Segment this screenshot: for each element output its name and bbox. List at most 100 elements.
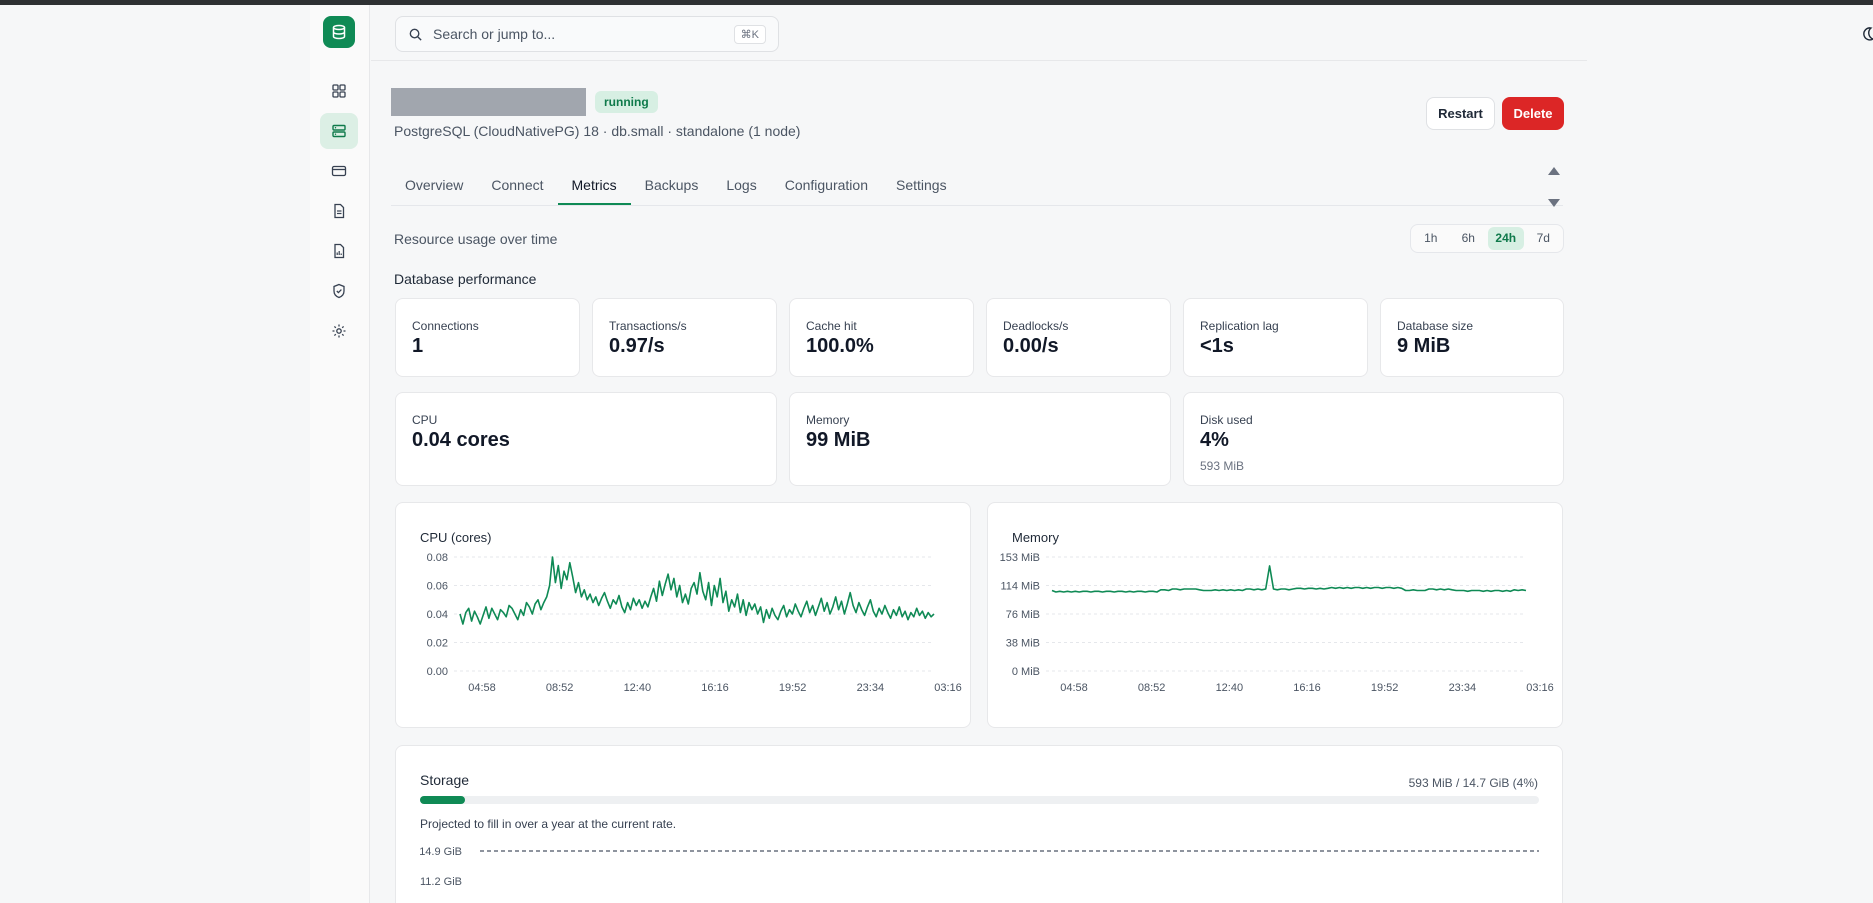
database-server-icon (332, 124, 346, 138)
y-tick-label: 14.9 GiB (419, 846, 462, 858)
storage-projection-note: Projected to fill in over a year at the … (420, 817, 677, 831)
instance-name-redacted (391, 88, 586, 116)
storage-title: Storage (420, 772, 470, 788)
x-tick-label: 16:16 (701, 682, 729, 694)
database-logo-icon[interactable] (323, 16, 355, 48)
sidebar-item-billing[interactable] (320, 153, 358, 189)
y-tick-label: 0.00 (427, 666, 448, 678)
time-range-selector: 1h 6h 24h 7d (1410, 224, 1564, 253)
stat-label: Replication lag (1200, 319, 1279, 333)
restart-button[interactable]: Restart (1426, 97, 1495, 130)
resource-label: CPU (412, 413, 438, 427)
search-input[interactable]: Search or jump to... ⌘K (395, 16, 779, 52)
stat-label: Deadlocks/s (1003, 319, 1069, 333)
tab-metrics[interactable]: Metrics (557, 168, 631, 205)
dark-mode-toggle-icon[interactable] (1862, 26, 1873, 42)
stat-card-transactions: Transactions/s 0.97/s (592, 298, 777, 377)
x-tick-label: 23:34 (1449, 682, 1477, 694)
delete-button[interactable]: Delete (1502, 97, 1564, 130)
range-24h-button[interactable]: 24h (1488, 227, 1524, 250)
database-performance-label: Database performance (394, 271, 537, 287)
search-placeholder: Search or jump to... (433, 26, 556, 42)
stat-label: Cache hit (806, 319, 857, 333)
stat-card-cache-hit: Cache hit 100.0% (789, 298, 974, 377)
resource-value: 0.04 cores (412, 429, 510, 451)
sidebar-item-documents[interactable] (320, 193, 358, 229)
dashboard-icon (332, 84, 346, 98)
range-1h-button[interactable]: 1h (1424, 231, 1438, 245)
x-tick-label: 19:52 (1371, 682, 1399, 694)
series-line (459, 556, 935, 625)
resource-card-cpu: CPU 0.04 cores (395, 392, 777, 486)
tab-backups[interactable]: Backups (644, 177, 699, 193)
sidebar-item-reports[interactable] (320, 233, 358, 269)
resource-value: 4% (1200, 429, 1229, 451)
tab-settings[interactable]: Settings (895, 177, 947, 193)
stat-label: Connections (412, 319, 479, 333)
tab-logs[interactable]: Logs (726, 177, 757, 193)
chart-title: Memory (1012, 530, 1059, 545)
y-tick-label: 76 MiB (1006, 609, 1040, 621)
report-icon (334, 243, 345, 259)
cpu-chart-card: CPU (cores) 0.08 0.06 0.04 0.02 0.00 04:58 08:… (395, 502, 971, 728)
stat-value: 0.97/s (609, 335, 665, 357)
x-tick-label: 12:40 (624, 682, 652, 694)
x-tick-label: 23:34 (857, 682, 885, 694)
resource-value: 99 MiB (806, 429, 871, 451)
sidebar-item-security[interactable] (320, 273, 358, 309)
x-tick-label: 03:16 (1526, 682, 1554, 694)
x-tick-label: 04:58 (468, 682, 496, 694)
tab-connect[interactable]: Connect (491, 177, 544, 193)
x-tick-label: 19:52 (779, 682, 807, 694)
gear-icon (332, 324, 346, 338)
stat-card-database-size: Database size 9 MiB (1380, 298, 1564, 377)
storage-card: Storage 593 MiB / 14.7 GiB (4%) Projecte… (395, 745, 1563, 903)
status-badge: running (595, 91, 658, 113)
resource-label: Memory (806, 413, 850, 427)
scroll-down-icon[interactable] (1548, 199, 1560, 207)
resource-usage-label: Resource usage over time (394, 231, 558, 247)
range-7d-button[interactable]: 7d (1536, 231, 1550, 245)
y-tick-label: 0.02 (427, 638, 448, 650)
memory-chart: 153 MiB 114 MiB 76 MiB 38 MiB 0 MiB 04:58 08:5… (1000, 552, 1554, 694)
stat-value: 0.00/s (1003, 335, 1059, 357)
series-line (1051, 565, 1527, 593)
y-tick-label: 0.04 (427, 609, 448, 621)
range-6h-button[interactable]: 6h (1461, 231, 1475, 245)
tab-bar: Overview Connect Metrics Backups Logs Co… (391, 168, 1563, 206)
document-icon (334, 203, 345, 219)
main-content: Search or jump to... ⌘K running PostgreS… (371, 5, 1587, 903)
resource-sub-value: 593 MiB (1200, 459, 1245, 473)
sidebar-item-databases[interactable] (320, 113, 358, 149)
y-tick-label: 114 MiB (1000, 581, 1040, 593)
cpu-chart: 0.08 0.06 0.04 0.02 0.00 04:58 08:52 12:40 16:16… (427, 552, 962, 694)
stat-label: Database size (1397, 319, 1474, 333)
storage-projection-chart: 14.9 GiB 11.2 GiB (419, 846, 1539, 888)
tab-overview[interactable]: Overview (405, 177, 464, 193)
storage-progress-fill (420, 796, 465, 804)
instance-subtitle: PostgreSQL (CloudNativePG) 18 · db.small… (394, 123, 801, 139)
stat-card-connections: Connections 1 (395, 298, 580, 377)
sidebar-item-settings[interactable] (320, 313, 358, 349)
search-shortcut: ⌘K (733, 24, 766, 44)
resource-card-disk: Disk used 4% 593 MiB (1183, 392, 1564, 486)
scroll-arrows[interactable] (1547, 167, 1561, 207)
resource-card-memory: Memory 99 MiB (789, 392, 1171, 486)
top-header: Search or jump to... ⌘K (371, 5, 1587, 61)
y-tick-label: 153 MiB (1000, 552, 1040, 564)
sidebar-item-dashboard[interactable] (320, 73, 358, 109)
stat-value: <1s (1200, 335, 1234, 357)
storage-progress-bar (420, 796, 1539, 804)
stat-card-deadlocks: Deadlocks/s 0.00/s (986, 298, 1171, 377)
y-tick-label: 11.2 GiB (420, 876, 462, 888)
credit-card-icon (331, 165, 347, 177)
scroll-up-icon[interactable] (1548, 167, 1560, 175)
memory-chart-card: Memory 153 MiB 114 MiB 76 MiB 38 MiB 0 MiB 04… (987, 502, 1563, 728)
shield-check-icon (333, 283, 345, 299)
x-tick-label: 12:40 (1216, 682, 1244, 694)
stat-value: 100.0% (806, 335, 874, 357)
storage-usage: 593 MiB / 14.7 GiB (4%) (1408, 776, 1538, 790)
tab-configuration[interactable]: Configuration (784, 177, 868, 193)
stat-label: Transactions/s (609, 319, 687, 333)
x-tick-label: 16:16 (1293, 682, 1321, 694)
